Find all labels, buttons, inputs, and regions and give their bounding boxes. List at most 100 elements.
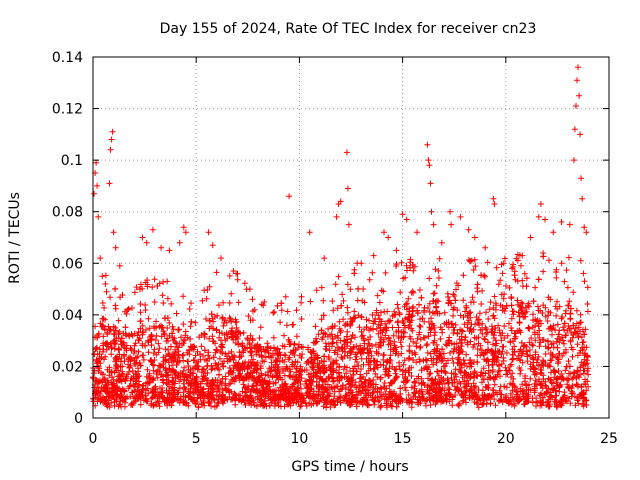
data-point xyxy=(488,347,495,354)
data-point xyxy=(186,379,193,386)
data-point xyxy=(199,366,206,373)
data-point xyxy=(201,347,208,354)
data-point xyxy=(209,333,216,340)
data-point xyxy=(573,103,579,109)
data-point xyxy=(295,384,302,391)
data-point xyxy=(402,373,409,380)
data-point xyxy=(388,393,395,399)
data-point xyxy=(374,374,381,380)
data-point xyxy=(291,352,298,358)
data-point xyxy=(472,263,479,270)
data-point xyxy=(424,357,430,364)
data-point xyxy=(107,146,114,153)
data-point xyxy=(433,384,440,391)
data-point xyxy=(508,315,515,322)
data-point xyxy=(135,336,142,343)
data-point xyxy=(495,361,502,368)
data-point xyxy=(145,339,152,346)
data-point xyxy=(332,281,339,288)
data-point xyxy=(435,352,442,359)
data-point xyxy=(417,397,424,404)
data-point xyxy=(226,365,233,371)
data-point xyxy=(581,278,588,285)
data-point xyxy=(403,387,409,394)
data-point xyxy=(383,368,390,375)
data-point xyxy=(575,64,581,71)
data-point xyxy=(366,342,373,349)
data-point xyxy=(321,255,328,262)
data-point xyxy=(437,394,444,401)
data-point xyxy=(164,315,171,321)
data-point xyxy=(487,299,494,306)
data-point xyxy=(128,400,135,407)
data-point xyxy=(441,380,448,387)
data-point xyxy=(530,356,537,363)
data-point xyxy=(110,229,117,236)
data-point xyxy=(226,315,233,321)
data-point xyxy=(169,351,176,358)
data-point xyxy=(428,392,435,399)
data-point xyxy=(429,376,436,383)
data-point xyxy=(142,307,149,314)
data-point xyxy=(348,348,355,355)
data-point xyxy=(104,401,111,408)
data-point xyxy=(375,398,382,405)
data-point xyxy=(96,365,103,372)
data-point xyxy=(256,373,263,380)
data-point xyxy=(206,335,213,342)
data-point xyxy=(201,330,208,337)
data-point xyxy=(416,331,422,338)
data-point xyxy=(136,373,143,379)
data-point xyxy=(418,375,425,382)
data-point xyxy=(268,364,275,371)
data-point xyxy=(192,386,199,392)
data-point xyxy=(394,319,401,326)
data-point xyxy=(539,385,546,392)
data-point xyxy=(153,332,160,339)
data-point xyxy=(342,392,349,399)
data-point xyxy=(490,341,496,348)
data-point xyxy=(318,316,325,323)
data-point xyxy=(210,338,217,345)
data-point xyxy=(259,353,265,360)
data-point xyxy=(385,341,392,348)
data-point xyxy=(405,295,412,302)
data-point xyxy=(501,255,508,262)
data-point xyxy=(536,343,543,350)
data-point xyxy=(247,392,254,399)
data-point xyxy=(158,371,165,378)
data-point xyxy=(331,323,338,329)
data-point xyxy=(502,394,509,401)
data-point xyxy=(423,396,430,403)
data-point xyxy=(459,374,466,381)
data-point xyxy=(348,335,355,342)
data-point xyxy=(313,287,320,294)
data-point xyxy=(569,390,576,397)
data-point xyxy=(464,341,471,348)
data-point xyxy=(257,324,264,331)
data-point xyxy=(485,316,492,322)
data-point xyxy=(584,284,591,291)
data-point xyxy=(115,367,122,374)
data-point xyxy=(527,234,534,241)
data-point xyxy=(574,397,581,404)
data-point xyxy=(558,219,565,225)
data-point xyxy=(222,317,229,324)
data-point xyxy=(523,390,529,397)
data-point xyxy=(490,195,497,202)
data-point xyxy=(406,305,413,312)
data-point xyxy=(131,330,138,337)
data-point xyxy=(164,295,171,302)
data-point xyxy=(232,375,239,382)
data-point xyxy=(560,337,567,344)
data-point xyxy=(146,325,153,332)
data-point xyxy=(118,335,125,342)
data-point xyxy=(402,384,408,391)
data-point xyxy=(366,317,373,324)
data-point xyxy=(166,365,173,372)
data-point xyxy=(257,401,264,408)
data-point xyxy=(382,320,389,327)
data-point xyxy=(99,300,106,306)
data-point xyxy=(260,302,267,309)
data-point xyxy=(208,311,215,318)
